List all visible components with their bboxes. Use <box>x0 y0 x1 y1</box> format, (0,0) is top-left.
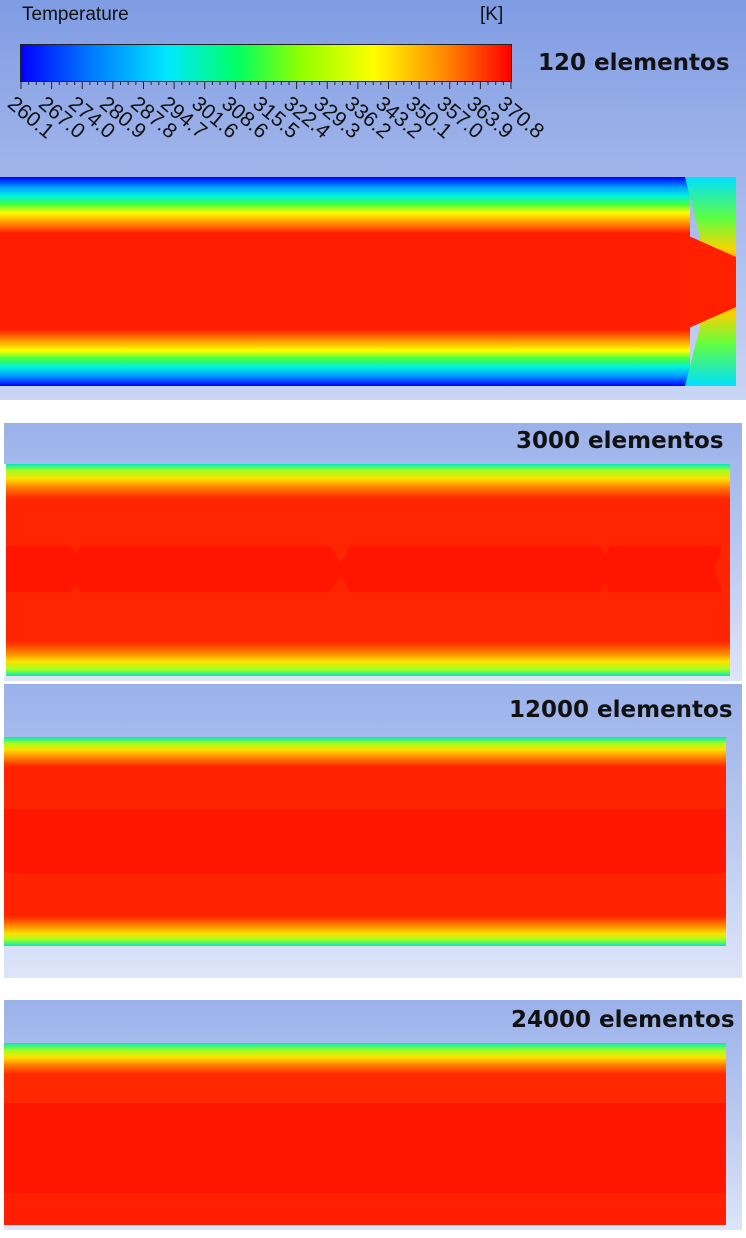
temperature-field-3000 <box>0 464 730 676</box>
temperature-field-120 <box>0 177 736 386</box>
mesh-label-120: 120 elementos <box>538 50 730 76</box>
legend-title: Temperature <box>22 4 129 25</box>
legend-unit: [K] <box>480 4 504 25</box>
mesh-panel-120: Temperature [K] 260.1 267.0 274.0 280.9 287.… <box>0 0 746 400</box>
mesh-label-24000: 24000 elementos <box>511 1007 735 1033</box>
temperature-field-24000 <box>0 1043 726 1225</box>
mesh-label-12000: 12000 elementos <box>509 697 733 723</box>
colorbar-ticks <box>20 81 512 89</box>
color-bar <box>20 44 512 82</box>
mesh-label-3000: 3000 elementos <box>516 428 724 454</box>
temperature-field-12000 <box>0 737 726 946</box>
